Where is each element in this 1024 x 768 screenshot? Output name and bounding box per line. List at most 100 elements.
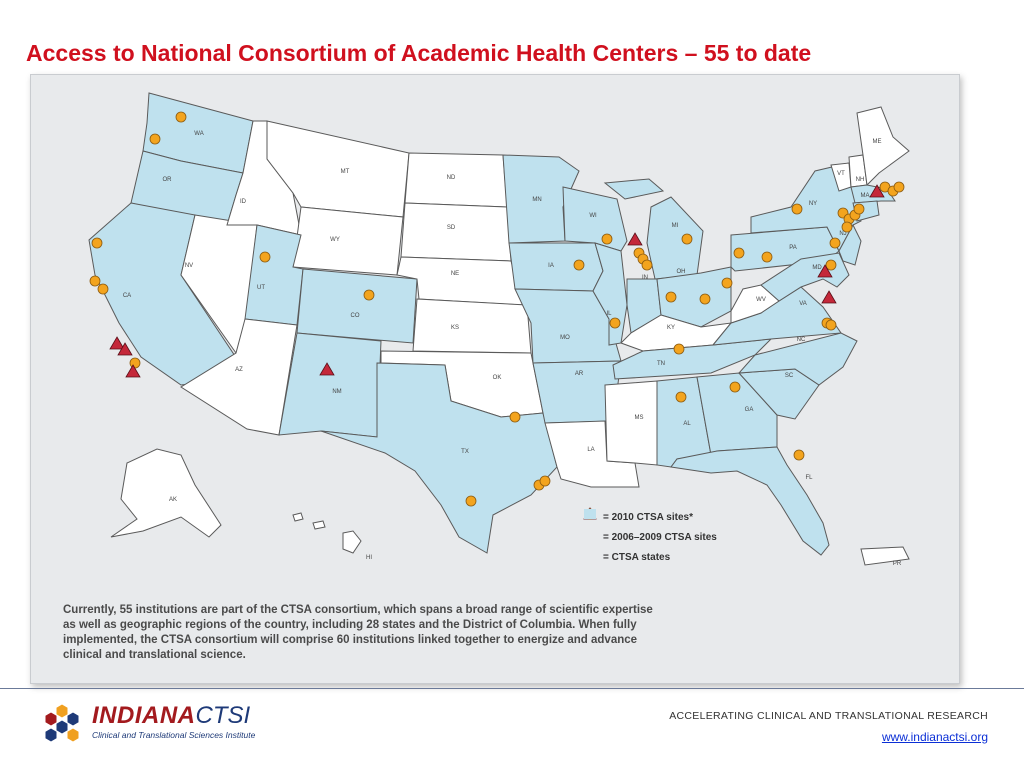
circle-marker-icon (89, 275, 101, 287)
triangle-marker-icon (821, 290, 837, 304)
label-il: IL (606, 311, 612, 317)
label-me: ME (873, 139, 882, 145)
circle-marker-icon (97, 283, 109, 295)
state-me (856, 106, 910, 187)
label-wi: WI (589, 213, 597, 219)
label-nm: NM (332, 389, 341, 395)
state-la (544, 420, 640, 488)
label-tx: TX (461, 449, 469, 455)
hexagon-cluster-icon (44, 703, 80, 743)
footer-divider (0, 688, 1024, 689)
map-caption: Currently, 55 institutions are part of t… (63, 604, 653, 661)
circle-marker-icon (465, 495, 477, 507)
circle-marker-icon (675, 391, 687, 403)
state-sd (400, 202, 512, 262)
circle-marker-icon (829, 237, 841, 249)
map-legend: = 2010 CTSA sites* = 2006–2009 CTSA site… (583, 507, 717, 567)
label-mn: MN (532, 197, 541, 203)
triangle-marker-icon (109, 336, 125, 350)
circle-marker-icon (539, 475, 551, 487)
circle-marker-icon (363, 289, 375, 301)
state-co (296, 268, 418, 344)
circle-marker-icon (509, 411, 521, 423)
state-hi (292, 512, 362, 554)
circle-marker-icon (761, 251, 773, 263)
state-tn (612, 338, 773, 380)
label-nv: NV (185, 263, 193, 269)
state-labels: WA OR CA NV ID MT WY UT AZ CO NM ND SD N… (123, 131, 902, 567)
label-la: LA (587, 447, 594, 453)
circle-marker-icon (825, 259, 837, 271)
label-al: AL (683, 421, 691, 427)
us-map-svg: WA OR CA NV ID MT WY UT AZ CO NM ND SD N… (88, 92, 910, 567)
label-mi: MI (672, 223, 679, 229)
label-wa: WA (194, 131, 203, 137)
label-ne: NE (451, 271, 459, 277)
state-tx (320, 362, 558, 554)
label-md: MD (812, 265, 822, 271)
label-va: VA (799, 301, 807, 307)
state-ak (110, 448, 222, 538)
circle-marker-icon (733, 247, 745, 259)
state-fl (670, 446, 830, 556)
logo-word-ctsi: CTSI (195, 702, 251, 729)
state-nc (737, 332, 858, 386)
sites-2010 (109, 184, 885, 378)
triangle-marker-icon (125, 364, 141, 378)
label-tn: TN (657, 361, 665, 367)
circle-marker-icon (601, 233, 613, 245)
label-vt: VT (837, 171, 845, 177)
label-wv: WV (756, 297, 766, 303)
label-ms: MS (635, 415, 644, 421)
state-ms (604, 380, 658, 466)
circle-marker-icon (673, 343, 685, 355)
label-nj: NJ (839, 231, 846, 237)
label-wy: WY (330, 237, 340, 243)
logo-subtitle: Clinical and Translational Sciences Inst… (92, 730, 256, 740)
circle-marker-icon (175, 111, 187, 123)
indiana-ctsi-logo: INDIANACTSI Clinical and Translational S… (40, 700, 280, 744)
label-ar: AR (575, 371, 584, 377)
label-ok: OK (493, 375, 502, 381)
state-wi (562, 186, 628, 252)
circle-marker-icon (149, 133, 161, 145)
label-in: IN (642, 275, 648, 281)
label-or: OR (163, 177, 173, 183)
state-nm (278, 332, 382, 438)
circle-marker-icon (665, 291, 677, 303)
slide-title: Access to National Consortium of Academi… (26, 40, 812, 66)
circle-marker-icon (573, 259, 585, 271)
label-nd: ND (447, 175, 456, 181)
label-ga: GA (745, 407, 754, 413)
label-id: ID (240, 199, 247, 205)
circle-marker-icon (699, 293, 711, 305)
legend-label-2006-2009: = 2006–2009 CTSA sites (603, 531, 717, 543)
circle-marker-icon (825, 319, 837, 331)
label-ma: MA (861, 193, 870, 199)
label-pa: PA (789, 245, 797, 251)
circle-marker-icon (681, 233, 693, 245)
legend-row-2010: = 2010 CTSA sites* (583, 507, 717, 527)
circle-marker-icon (259, 251, 271, 263)
label-sc: SC (785, 373, 794, 379)
label-co: CO (351, 313, 360, 319)
circle-marker-icon (791, 203, 803, 215)
light-blue-swatch-icon (583, 509, 597, 564)
label-ia: IA (548, 263, 554, 269)
label-sd: SD (447, 225, 456, 231)
triangle-marker-icon (817, 264, 833, 278)
label-pr: PR (893, 561, 902, 567)
label-ny: NY (809, 201, 817, 207)
triangle-marker-icon (869, 184, 885, 198)
triangle-marker-icon (117, 342, 133, 356)
state-wy (292, 206, 404, 276)
triangle-marker-icon (627, 232, 643, 246)
legend-row-ctsa-states: = CTSA states (583, 509, 717, 567)
logo-wordmark: INDIANACTSI (92, 702, 250, 730)
triangle-marker-icon (319, 362, 335, 376)
website-link[interactable]: www.indianactsi.org (881, 730, 988, 744)
label-hi: HI (366, 555, 372, 561)
label-ca: CA (123, 293, 131, 299)
footer-tagline: ACCELERATING CLINICAL AND TRANSLATIONAL … (669, 710, 988, 722)
circle-marker-icon (91, 237, 103, 249)
